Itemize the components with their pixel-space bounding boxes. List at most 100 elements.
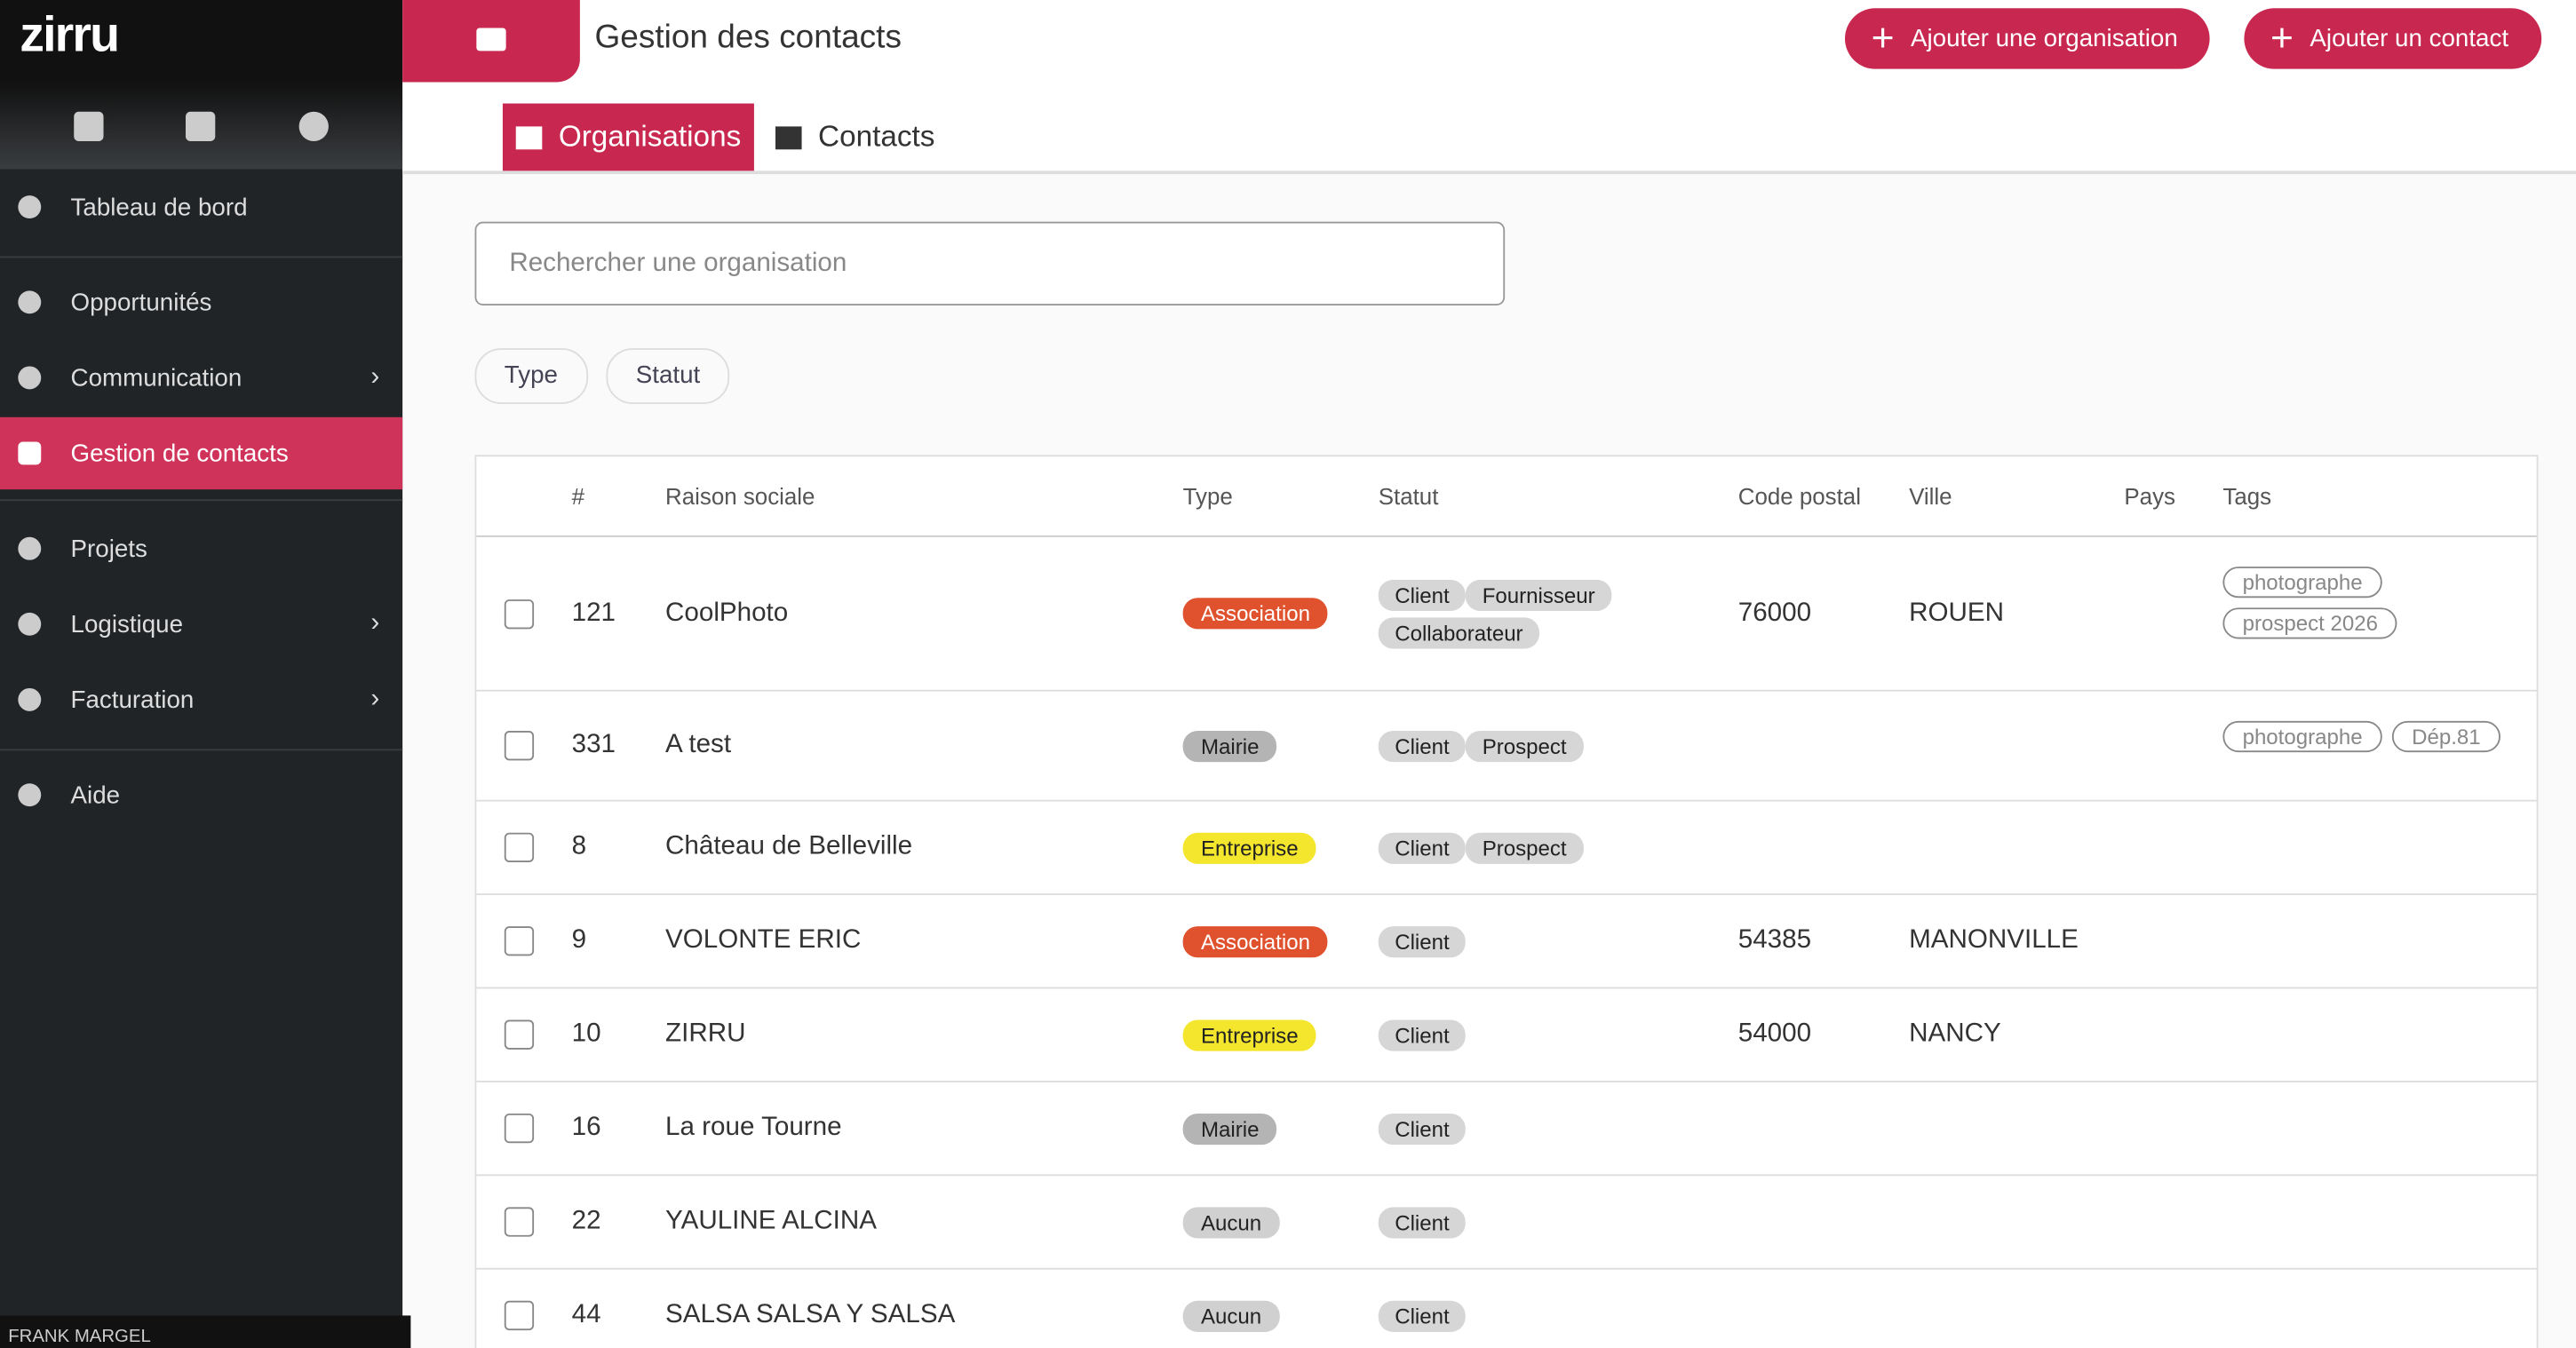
menu-item[interactable]: Opportunités	[0, 266, 402, 338]
checkbox[interactable]	[504, 832, 535, 862]
tab-label: Organisations	[558, 120, 742, 154]
add-contact-button[interactable]: + Ajouter un contact	[2244, 8, 2542, 69]
menu-icon	[18, 290, 42, 314]
status-cell: Client	[1378, 1270, 1642, 1348]
column-header[interactable]: Raison sociale	[665, 482, 815, 510]
tab[interactable]: Contacts	[762, 104, 948, 171]
status-chip: Client	[1378, 925, 1467, 957]
status-list: Client Prospect	[1378, 831, 1642, 863]
edit-icon[interactable]	[186, 110, 217, 141]
checkbox[interactable]	[504, 1019, 535, 1050]
status-list: Client	[1378, 925, 1642, 957]
menu-item[interactable]: Gestion de contacts	[0, 416, 403, 490]
menu-icon	[18, 783, 42, 807]
menu-label: Opportunités	[70, 288, 212, 317]
status-chip: Client	[1378, 1206, 1467, 1238]
column-header[interactable]: Tags	[2222, 482, 2272, 510]
sidebar: zirru Tableau de bord Opportunités Communi…	[0, 0, 411, 1348]
checkbox-cell	[504, 1270, 535, 1348]
menu-icon	[18, 687, 42, 711]
menu-label: Facturation	[70, 686, 195, 714]
logo: zirru	[0, 0, 403, 83]
menu-label: Communication	[70, 363, 242, 393]
table-row[interactable]: 16 La roue Tourne Mairie Client	[476, 1082, 2537, 1177]
column-header[interactable]: #	[571, 482, 585, 510]
menu-label: Tableau de bord	[70, 193, 248, 221]
column-header[interactable]: Type	[1182, 482, 1233, 510]
status-chip: Fournisseur	[1466, 578, 1612, 611]
checkbox-cell	[504, 988, 535, 1081]
name-cell: Château de Belleville	[665, 832, 913, 861]
table-row[interactable]: 331 A test Mairie Client Prospect photographe…	[476, 692, 2537, 802]
status-chip: Client	[1378, 578, 1467, 611]
checkbox[interactable]	[504, 1300, 535, 1331]
column-header[interactable]: Code postal	[1737, 482, 1861, 510]
checkbox[interactable]	[504, 1207, 535, 1237]
status-cell: Client	[1378, 895, 1642, 987]
tab-label: Contacts	[818, 120, 935, 154]
table-row[interactable]: 10 ZIRRU Entreprise Client 54000 NANCY	[476, 988, 2537, 1082]
status-cell: Client	[1378, 1082, 1642, 1175]
type-cell: Mairie	[1182, 1082, 1277, 1175]
status-cell: Client Prospect	[1378, 692, 1642, 800]
menu-item[interactable]: Projets	[0, 512, 402, 584]
add-organisation-button[interactable]: + Ajouter une organisation	[1844, 8, 2210, 69]
tags-cell: photographe Dép.81	[2222, 692, 2526, 800]
menu-item[interactable]: Tableau de bord	[0, 170, 402, 242]
column-header[interactable]: Statut	[1378, 482, 1439, 510]
search-input[interactable]: Rechercher une organisation	[474, 221, 1506, 306]
table-row[interactable]: 22 YAULINE ALCINA Aucun Client	[476, 1176, 2537, 1270]
status-chip: Prospect	[1466, 730, 1584, 762]
status-list: Client	[1378, 1113, 1642, 1145]
separator	[0, 256, 403, 258]
postal-cell: 54385	[1737, 926, 1812, 955]
type-cell: Mairie	[1182, 692, 1277, 800]
menu-item[interactable]: Facturation ›	[0, 663, 402, 735]
city-cell: MANONVILLE	[1909, 926, 2079, 955]
tab-icon	[515, 125, 543, 149]
button-label: Ajouter un contact	[2310, 24, 2509, 53]
menu-icon	[18, 441, 42, 465]
type-badge: Aucun	[1182, 1206, 1280, 1238]
column-header[interactable]: Ville	[1909, 482, 1952, 510]
table-row[interactable]: 8 Château de Belleville Entreprise Client Pr…	[476, 802, 2537, 895]
type-badge: Entreprise	[1182, 831, 1316, 863]
tag: prospect 2026	[2222, 607, 2398, 639]
type-badge: Entreprise	[1182, 1019, 1316, 1051]
table-header: # Raison sociale Type Statut Code postal Vill…	[476, 456, 2537, 537]
calendar-icon[interactable]	[74, 110, 104, 141]
table-row[interactable]: 9 VOLONTE ERIC Association Client 54385 MANON…	[476, 895, 2537, 989]
menu-item[interactable]: Communication ›	[0, 342, 402, 414]
checkbox-cell	[504, 537, 535, 690]
id-cell: 22	[571, 1207, 601, 1235]
menu-item[interactable]: Logistique ›	[0, 588, 402, 660]
menu-icon	[18, 612, 42, 636]
menu-item[interactable]: Aide	[0, 758, 402, 830]
id-cell: 16	[571, 1113, 601, 1142]
tab[interactable]: Organisations	[502, 103, 755, 171]
name-cell: La roue Tourne	[665, 1113, 842, 1142]
type-cell: Entreprise	[1182, 988, 1316, 1081]
checkbox-cell	[504, 1082, 535, 1175]
checkbox[interactable]	[504, 926, 535, 956]
id-cell: 44	[571, 1300, 601, 1329]
filter-chip[interactable]: Type	[474, 348, 588, 404]
checkbox-cell	[504, 692, 535, 800]
status-chip: Client	[1378, 1113, 1467, 1145]
name-cell: ZIRRU	[665, 1019, 746, 1048]
checkbox[interactable]	[504, 1113, 535, 1144]
column-header[interactable]: Pays	[2124, 482, 2175, 510]
status-chip: Client	[1378, 1299, 1467, 1332]
chevron: ›	[370, 685, 380, 713]
type-cell: Aucun	[1182, 1270, 1280, 1348]
status-chip: Client	[1378, 831, 1467, 863]
checkbox[interactable]	[504, 731, 535, 761]
filter-chip[interactable]: Statut	[606, 348, 730, 404]
type-badge: Mairie	[1182, 730, 1277, 762]
table-row[interactable]: 121 CoolPhoto Association Client Fournisseur…	[476, 537, 2537, 692]
settings-icon[interactable]	[298, 110, 329, 141]
chevron: ›	[370, 609, 380, 638]
checkbox[interactable]	[504, 599, 535, 629]
table-row[interactable]: 44 SALSA SALSA Y SALSA Aucun Client	[476, 1270, 2536, 1348]
user-name[interactable]: FRANK MARGEL	[0, 1315, 411, 1348]
